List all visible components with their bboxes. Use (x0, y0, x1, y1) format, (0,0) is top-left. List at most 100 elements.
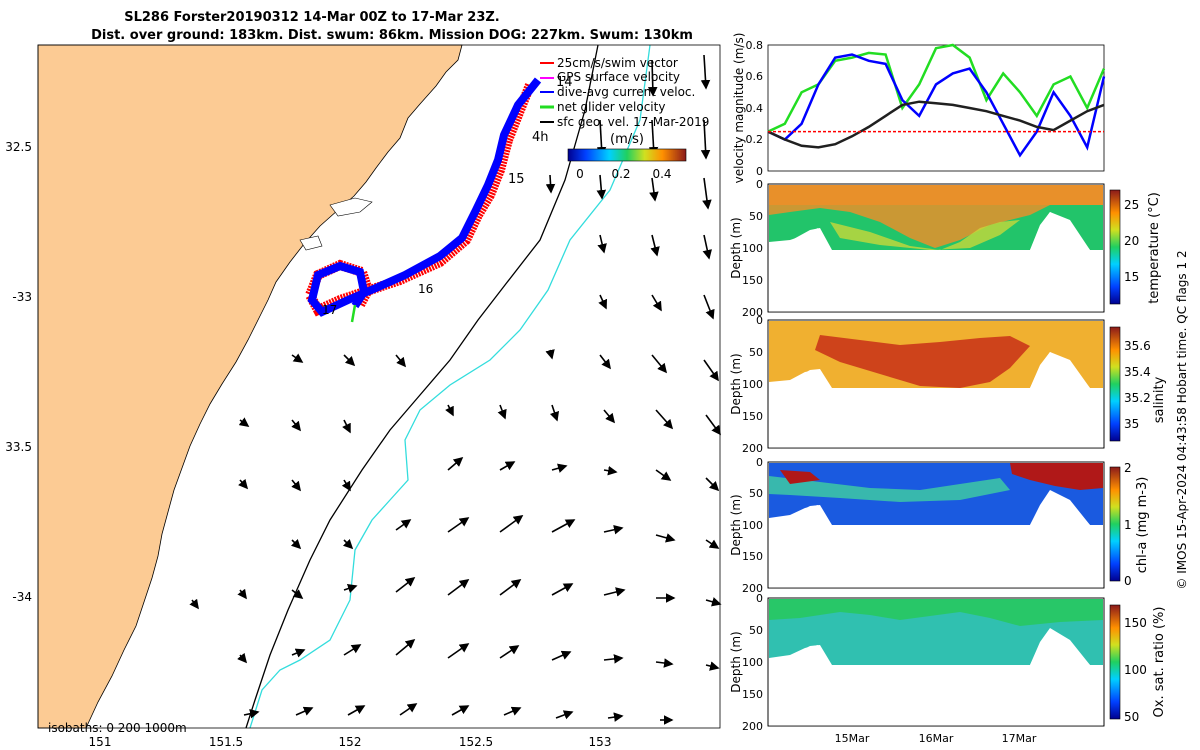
temperature-ytick: 200 (742, 306, 763, 319)
oxygen-ytick: 50 (749, 624, 763, 637)
oxygen-colorbar-tick: 100 (1124, 663, 1147, 677)
speed-colorbar-tick: 0 (576, 167, 584, 181)
oxygen-colorbar-tick: 150 (1124, 616, 1147, 630)
velocity-series-line (767, 100, 1105, 149)
track-label-17: 17 (322, 303, 337, 317)
salinity-field-high (815, 335, 1030, 388)
salinity-colorbar-tick: 35 (1124, 417, 1139, 431)
velocity-ytick: 0.6 (746, 70, 764, 83)
temperature-colorbar (1109, 189, 1121, 305)
legend-item-net-glider: net glider velocity (557, 100, 665, 114)
velocity-series-group (767, 43, 1106, 158)
velocity-series-line (767, 53, 1106, 158)
time-xtick: 17Mar (1002, 732, 1037, 745)
track-label-14: 14 (556, 75, 573, 90)
speed-colorbar-tick: 0.4 (652, 167, 671, 181)
chla-plot-frame (767, 461, 1105, 589)
map-xtick: 151 (89, 735, 112, 749)
temperature-ytick: 50 (749, 210, 763, 223)
oxygen-ytick: 200 (742, 720, 763, 733)
map-xtick: 151.5 (209, 735, 243, 749)
legend-item-dive-avg: dive-avg current veloc. (557, 85, 695, 99)
map-xtick: 152 (339, 735, 362, 749)
oxygen-ytick: 100 (742, 656, 763, 669)
figure-title-line1: SL286 Forster20190312 14-Mar 00Z to 17-M… (124, 10, 500, 25)
speed-colorbar (567, 148, 687, 162)
chla-ytick: 100 (742, 519, 763, 532)
speed-colorbar-unit: (m/s) (610, 132, 644, 147)
glider-track (304, 77, 542, 323)
track-label-15: 15 (508, 172, 525, 187)
salinity-plot-frame (767, 319, 1105, 449)
oxygen-colorbar-tick: 50 (1124, 710, 1139, 724)
time-xtick: 15Mar (835, 732, 870, 745)
net-glider-velocity-track (350, 304, 357, 323)
temperature-colorbar-label: temperature (°C) (1147, 192, 1162, 304)
salinity-colorbar-tick: 35.4 (1124, 365, 1151, 379)
oxygen-ylabel: Depth (m) (729, 631, 743, 692)
track-label-4h: 4h (532, 130, 549, 145)
velocity-ytick: 0.8 (746, 39, 764, 52)
map-ytick: -34 (12, 590, 32, 604)
velocity-plot-area (767, 44, 1105, 172)
oxygen-panel: 0 50 100 150 200 Depth (m) 150 100 50 Ox… (729, 592, 1167, 745)
velocity-ytick: 0.2 (746, 133, 764, 146)
salinity-seafloor (769, 352, 1103, 448)
map-xtick: 152.5 (459, 735, 493, 749)
salinity-ytick: 0 (756, 314, 763, 327)
temperature-seafloor (769, 212, 1103, 312)
chla-ytick: 0 (756, 456, 763, 469)
track-label-16: 16 (418, 282, 433, 296)
map-ytick: 33.5 (5, 440, 32, 454)
temperature-field-top (769, 185, 1103, 205)
chla-panel: 0 50 100 150 200 Depth (m) 2 1 0 chl-a (… (729, 456, 1150, 595)
map-ytick: -33 (12, 290, 32, 304)
temperature-ytick: 150 (742, 274, 763, 287)
oxygen-ytick: 150 (742, 688, 763, 701)
chla-ytick: 50 (749, 487, 763, 500)
salinity-colorbar-label: salinity (1152, 376, 1167, 423)
salinity-colorbar-tick: 35.6 (1124, 339, 1151, 353)
map-lakes (299, 197, 373, 251)
chla-colorbar-tick: 1 (1124, 518, 1132, 532)
isobath-200m (245, 44, 599, 729)
temperature-colorbar-tick: 20 (1124, 234, 1139, 248)
map-land (37, 44, 463, 729)
chla-colorbar-label: chl-a (mg m-3) (1135, 477, 1150, 574)
salinity-panel: 0 50 100 150 200 Depth (m) 35.6 35.4 35.… (729, 314, 1167, 455)
legend-item-gps-velocity: GPS surface velocity (557, 70, 680, 84)
map-ytick: 32.5 (5, 140, 32, 154)
temperature-field-warm (769, 205, 1050, 248)
velocity-ylabel: velocity magnitude (m/s) (732, 33, 746, 184)
geo-velocity-vectors (189, 54, 722, 725)
chla-ytick: 200 (742, 582, 763, 595)
temperature-ytick: 100 (742, 242, 763, 255)
velocity-panel: 0 0.2 0.4 0.6 0.8 velocity magnitude (m/… (732, 33, 1106, 184)
figure-title-line2: Dist. over ground: 183km. Dist. swum: 86… (91, 28, 693, 43)
oxygen-field-high (769, 599, 1103, 626)
oxygen-plot-frame (767, 597, 1105, 727)
salinity-ytick: 200 (742, 442, 763, 455)
salinity-colorbar-tick: 35.2 (1124, 391, 1151, 405)
chla-field-high (780, 463, 1103, 490)
chla-colorbar (1109, 466, 1121, 582)
oxygen-seafloor (769, 629, 1103, 726)
dive-avg-current-track (307, 77, 542, 317)
chla-field-mid (769, 476, 1010, 502)
time-xtick: 16Mar (919, 732, 954, 745)
chla-colorbar-tick: 0 (1124, 574, 1132, 588)
salinity-colorbar (1109, 326, 1121, 442)
legend-item-swim-vector: 25cm/s/swim vector (557, 56, 678, 70)
temperature-colorbar-tick: 25 (1124, 198, 1139, 212)
temperature-field-mid (830, 220, 1020, 250)
map-xtick: 153 (589, 735, 612, 749)
temperature-ylabel: Depth (m) (729, 217, 743, 278)
salinity-ylabel: Depth (m) (729, 353, 743, 414)
map-panel: 14 15 16 17 4h 25cm/s/swim vector GPS su… (5, 44, 722, 749)
velocity-ytick: 0.4 (746, 102, 764, 115)
chla-ylabel: Depth (m) (729, 494, 743, 555)
temperature-ytick: 0 (756, 178, 763, 191)
credit-line: © IMOS 15-Apr-2024 04:43:58 Hobart time.… (1175, 250, 1189, 589)
chla-colorbar-tick: 2 (1124, 461, 1132, 475)
